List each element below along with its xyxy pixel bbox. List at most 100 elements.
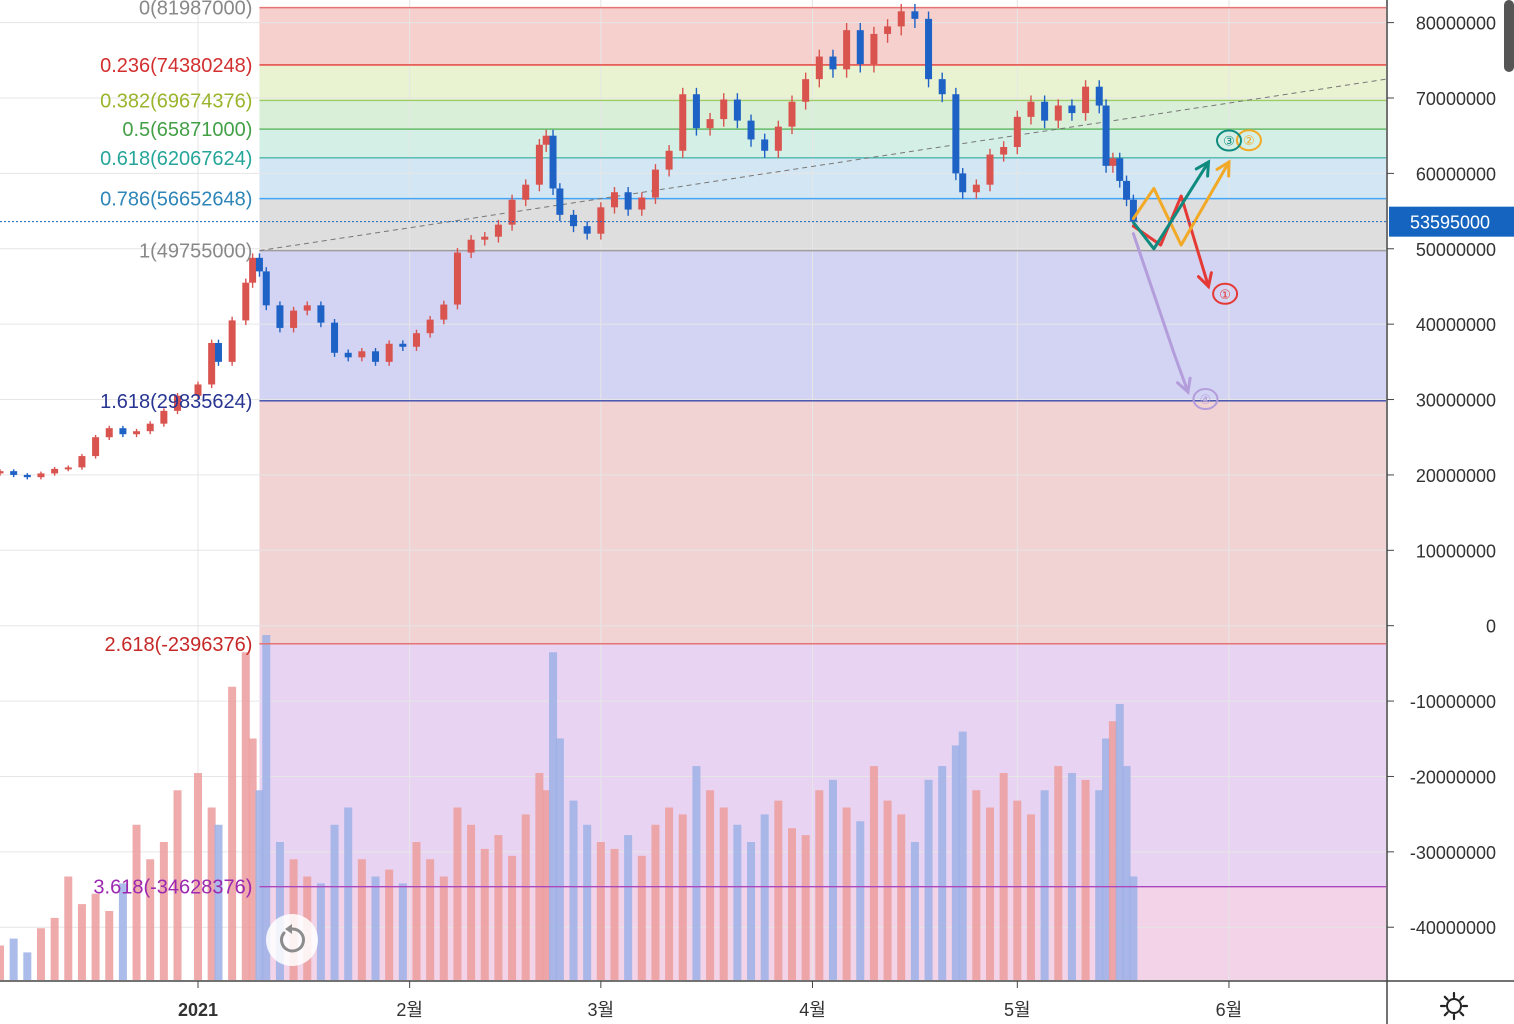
current-price-tag-label: 53595000 bbox=[1410, 213, 1490, 233]
price-tick-label: 40000000 bbox=[1416, 315, 1496, 335]
price-tick-label: -20000000 bbox=[1410, 767, 1496, 787]
price-tick-label: 80000000 bbox=[1416, 14, 1496, 34]
candle-body bbox=[788, 101, 796, 127]
time-tick-label: 5월 bbox=[1004, 1000, 1031, 1020]
time-tick-label: 4월 bbox=[799, 1000, 826, 1020]
path-3-arrowhead bbox=[1194, 159, 1211, 178]
volume-bar bbox=[105, 911, 114, 980]
candle-body bbox=[290, 310, 298, 328]
volume-bar bbox=[426, 859, 435, 980]
candle-body bbox=[535, 144, 543, 185]
price-tick-label: -10000000 bbox=[1410, 692, 1496, 712]
fib-zone bbox=[259, 198, 1387, 251]
volume-bar bbox=[159, 842, 168, 980]
candle-body bbox=[972, 184, 980, 193]
volume-bar bbox=[883, 800, 892, 980]
fib-level-label: 1(49755000) bbox=[139, 241, 252, 263]
candle-body bbox=[815, 56, 823, 80]
volume-bar bbox=[665, 807, 674, 980]
candle-body bbox=[10, 471, 18, 475]
volume-bar bbox=[344, 807, 353, 980]
candle-body bbox=[372, 351, 380, 362]
candle-body bbox=[133, 431, 141, 435]
volume-bar bbox=[999, 773, 1008, 980]
volume-bar bbox=[924, 779, 933, 980]
path-4-marker bbox=[1192, 388, 1219, 411]
candle-body bbox=[146, 423, 154, 432]
candle-body bbox=[1129, 199, 1137, 222]
volume-bar bbox=[0, 945, 4, 980]
volume-bar bbox=[1122, 766, 1131, 980]
fib-level-label: 3.618(-34628376) bbox=[93, 877, 252, 899]
candle-body bbox=[802, 79, 810, 102]
candle-body bbox=[774, 126, 782, 151]
volume-bar bbox=[801, 835, 810, 980]
candle-body bbox=[1027, 101, 1035, 117]
price-tick-label: 20000000 bbox=[1416, 466, 1496, 486]
fib-level-label: 2.618(-2396376) bbox=[105, 634, 253, 656]
candle-body bbox=[843, 30, 851, 70]
candle-body bbox=[583, 226, 591, 234]
current-price-tag: 53595000 bbox=[1389, 206, 1514, 237]
path-3-arrow[interactable] bbox=[1131, 160, 1210, 251]
volume-bars bbox=[0, 635, 1138, 980]
volume-bar bbox=[228, 686, 237, 980]
price-tick-label: -40000000 bbox=[1410, 918, 1496, 938]
volume-bar bbox=[521, 814, 530, 980]
candle-body bbox=[959, 173, 967, 193]
fib-level-label: 0.618(62067624) bbox=[100, 148, 252, 170]
scrollbar-handle[interactable] bbox=[1504, 0, 1514, 72]
candle-body bbox=[255, 257, 263, 272]
path-4-arrow[interactable] bbox=[1131, 232, 1190, 394]
path-1-marker bbox=[1212, 282, 1239, 305]
path-2-arrowhead bbox=[1215, 159, 1231, 178]
volume-bar bbox=[330, 824, 339, 980]
price-tick-label: -30000000 bbox=[1410, 843, 1496, 863]
path-2-arrow[interactable] bbox=[1131, 160, 1231, 247]
time-axis-bg bbox=[0, 980, 1514, 1024]
drawn-scenario-arrows[interactable]: ① ②③ ④ bbox=[1131, 129, 1262, 411]
fib-level-label: 1.618(29835624) bbox=[100, 391, 252, 413]
candle-body bbox=[638, 197, 646, 210]
volume-bar bbox=[508, 855, 517, 980]
time-axis[interactable]: 2021 2월 3월 4월 5월 6월 bbox=[0, 980, 1514, 1024]
time-tick-label: 2021 bbox=[178, 1000, 218, 1020]
candle-body bbox=[720, 99, 728, 120]
candle-body bbox=[467, 239, 475, 253]
volume-bar bbox=[549, 652, 558, 980]
candle-body bbox=[884, 26, 892, 34]
candle-body bbox=[1102, 105, 1110, 166]
candle-body bbox=[331, 322, 339, 353]
trendline[interactable] bbox=[259, 78, 1387, 252]
volume-bar bbox=[371, 876, 380, 980]
reset-icon bbox=[280, 924, 305, 953]
volume-bar bbox=[760, 814, 769, 980]
volume-bar bbox=[678, 814, 687, 980]
fib-level-label: 0.786(56652648) bbox=[100, 189, 252, 211]
fib-zone bbox=[259, 7, 1387, 65]
candle-body bbox=[317, 305, 325, 323]
time-tick-label: 3월 bbox=[588, 1000, 615, 1020]
volume-bar bbox=[241, 652, 250, 980]
candle-body bbox=[733, 99, 741, 121]
candlesticks bbox=[0, 3, 1137, 480]
dashed-trendline[interactable] bbox=[259, 78, 1387, 252]
volume-bar bbox=[316, 883, 325, 980]
time-tick-label: 6월 bbox=[1216, 1000, 1243, 1020]
volume-bar bbox=[1054, 766, 1063, 980]
chart-settings-button[interactable] bbox=[1436, 988, 1472, 1024]
volume-bar bbox=[77, 904, 86, 980]
fib-zone bbox=[259, 129, 1387, 158]
candle-body bbox=[679, 94, 687, 151]
candle-body bbox=[276, 305, 284, 328]
candle-body bbox=[228, 320, 236, 362]
volume-bar bbox=[1129, 876, 1138, 980]
path-3-marker bbox=[1216, 129, 1243, 152]
path-3-marker-label: ③ bbox=[1223, 135, 1235, 150]
path-4-arrowhead bbox=[1176, 376, 1192, 395]
fib-level-label: 0.236(74380248) bbox=[100, 55, 252, 77]
reset-chart-button[interactable] bbox=[266, 914, 318, 966]
price-axis[interactable]: 80000000 70000000 60000000 50000000 40000000… bbox=[1386, 0, 1514, 1024]
candle-body bbox=[1013, 116, 1021, 147]
